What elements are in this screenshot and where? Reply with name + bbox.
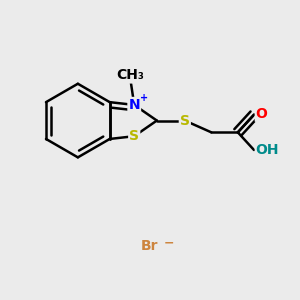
Text: −: − (164, 237, 174, 250)
Text: O: O (256, 107, 267, 121)
Text: +: + (140, 93, 148, 103)
Text: CH₃: CH₃ (116, 68, 144, 83)
Text: OH: OH (256, 143, 279, 157)
Text: S: S (129, 129, 139, 143)
Text: N: N (128, 98, 140, 112)
Text: S: S (180, 114, 190, 128)
Text: Br: Br (141, 239, 159, 253)
